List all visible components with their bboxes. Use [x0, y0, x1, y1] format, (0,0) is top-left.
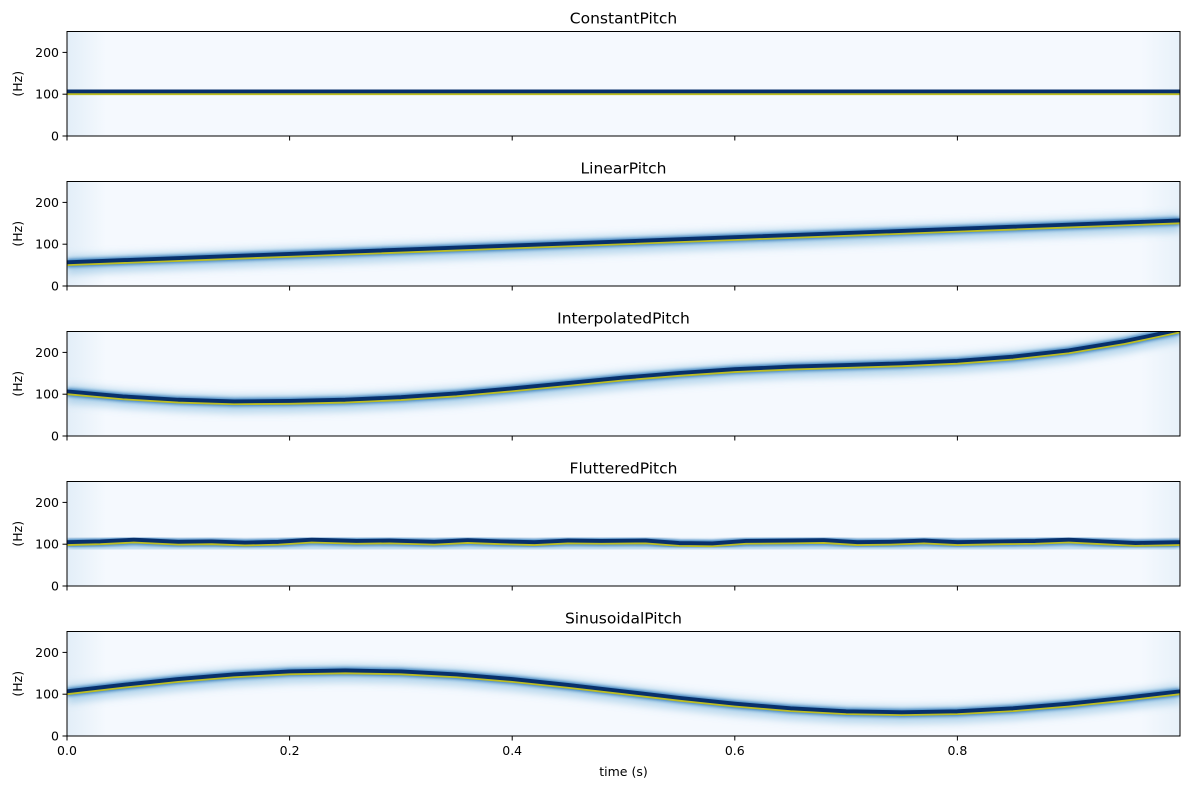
- y-axis-label: (Hz): [10, 371, 25, 397]
- y-tick-label: 0: [51, 279, 59, 294]
- x-tick-label: 0.2: [280, 743, 300, 758]
- panel-interpolatedpitch: InterpolatedPitch 0 100 200 (Hz): [10, 310, 1181, 444]
- chart-title: FlutteredPitch: [570, 460, 678, 478]
- y-tick-label: 200: [35, 645, 59, 660]
- y-tick-label: 100: [35, 687, 59, 702]
- chart-title: LinearPitch: [581, 160, 667, 178]
- y-tick-label: 100: [35, 237, 59, 252]
- chart-title: SinusoidalPitch: [565, 610, 682, 628]
- x-tick-label: 0.6: [725, 743, 745, 758]
- pitch-curve: [67, 541, 1180, 548]
- y-axis-label: (Hz): [10, 221, 25, 247]
- panel-flutteredpitch: FlutteredPitch 0 100 200 (Hz): [10, 460, 1181, 594]
- y-tick-label: 200: [35, 345, 59, 360]
- y-tick-label: 100: [35, 537, 59, 552]
- chart-title: ConstantPitch: [570, 10, 677, 28]
- y-tick-label: 0: [51, 729, 59, 744]
- panel-constantpitch: ConstantPitch 0 100 200 (Hz): [10, 10, 1181, 144]
- chart-title: InterpolatedPitch: [557, 310, 690, 328]
- y-tick-label: 0: [51, 129, 59, 144]
- pitch-curve: [67, 672, 1180, 716]
- y-axis-label: (Hz): [10, 521, 25, 547]
- panel-linearpitch: LinearPitch 0 100 200 (Hz): [10, 160, 1181, 294]
- edge-leakage: [67, 31, 1180, 136]
- y-tick-label: 200: [35, 195, 59, 210]
- axes-frame: [66, 31, 1181, 137]
- edge-leakage: [67, 481, 1180, 586]
- y-axis-label: (Hz): [10, 71, 25, 97]
- harmonic-core: [67, 537, 1180, 547]
- pitch-curve: [67, 222, 1180, 266]
- y-tick-label: 200: [35, 45, 59, 60]
- harmonic-core: [67, 331, 1180, 404]
- axes-frame: [66, 181, 1181, 287]
- axes-frame: [66, 481, 1181, 587]
- pitch-curve: [67, 331, 1180, 406]
- y-tick-label: 100: [35, 387, 59, 402]
- y-tick-label: 100: [35, 87, 59, 102]
- x-tick-label: 0.0: [57, 743, 77, 758]
- x-tick-label: 0.4: [502, 743, 522, 758]
- harmonic-core: [67, 218, 1180, 265]
- y-axis-label: (Hz): [10, 671, 25, 697]
- y-tick-label: 200: [35, 495, 59, 510]
- x-tick-label: 0.8: [947, 743, 967, 758]
- y-tick-label: 0: [51, 579, 59, 594]
- y-tick-label: 0: [51, 429, 59, 444]
- axes-frame: [66, 331, 1181, 437]
- panel-sinusoidalpitch: SinusoidalPitch 0 100 200 (Hz) 0.0 0.2 0.4 0.6 0.…: [10, 610, 1181, 779]
- x-axis-label: time (s): [599, 764, 647, 779]
- harmonic-core: [67, 668, 1180, 715]
- axes-frame: [66, 631, 1181, 737]
